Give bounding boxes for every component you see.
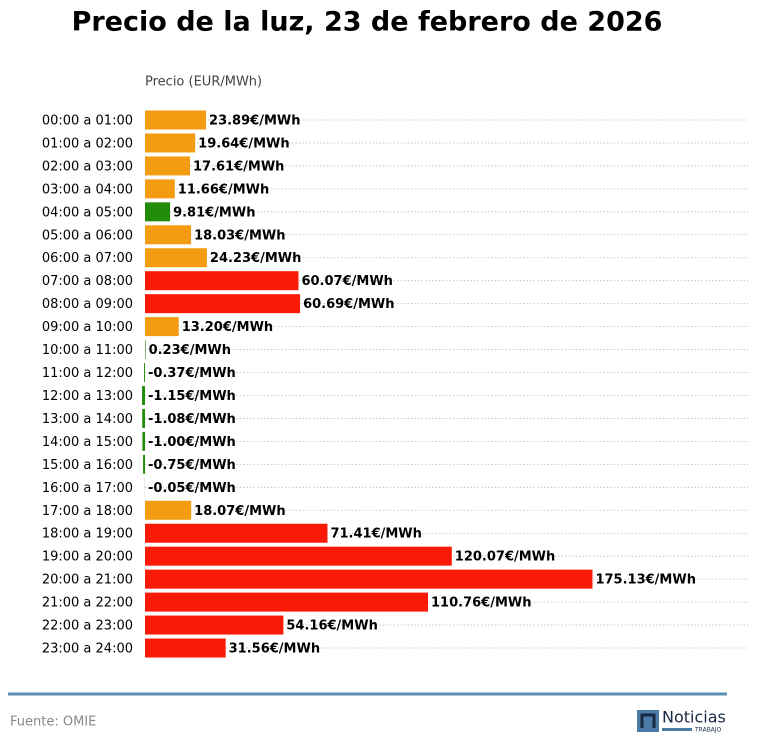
value-label: 18.03€/MWh xyxy=(194,228,285,243)
value-label: -0.37€/MWh xyxy=(148,366,236,381)
bar xyxy=(142,408,145,428)
value-label: 31.56€/MWh xyxy=(229,642,320,657)
logo-name: Noticias xyxy=(662,708,726,727)
bar xyxy=(143,454,145,474)
bar xyxy=(145,638,226,658)
bar xyxy=(144,363,145,383)
bar xyxy=(145,500,192,520)
value-label: -1.00€/MWh xyxy=(148,435,236,450)
value-label: 13.20€/MWh xyxy=(182,320,273,335)
y-tick-label: 07:00 a 08:00 xyxy=(42,274,133,289)
y-tick-label: 03:00 a 04:00 xyxy=(42,182,133,197)
y-tick-label: 17:00 a 18:00 xyxy=(42,504,133,519)
y-tick-label: 00:00 a 01:00 xyxy=(42,114,133,129)
y-tick-label: 13:00 a 14:00 xyxy=(42,412,133,427)
logo-icon xyxy=(637,710,659,732)
logo-glyph xyxy=(640,713,656,728)
value-label: 19.64€/MWh xyxy=(198,136,289,151)
y-tick-label: 05:00 a 06:00 xyxy=(42,228,133,243)
bar xyxy=(142,431,145,451)
value-label: 24.23€/MWh xyxy=(210,251,301,266)
value-label: 60.69€/MWh xyxy=(303,297,394,312)
chart-title: Precio de la luz, 23 de febrero de 2026 xyxy=(72,7,663,38)
y-tick-label: 15:00 a 16:00 xyxy=(42,458,133,473)
value-label: 120.07€/MWh xyxy=(455,550,556,565)
value-label: 18.07€/MWh xyxy=(194,504,285,519)
bar xyxy=(145,156,190,176)
y-tick-label: 10:00 a 11:00 xyxy=(42,343,133,358)
value-label: 23.89€/MWh xyxy=(209,114,300,129)
logo-tagline: TRABAJO xyxy=(694,727,722,734)
logo-bar xyxy=(662,728,692,731)
bar xyxy=(145,523,328,543)
value-label: 60.07€/MWh xyxy=(301,274,392,289)
y-tick-label: 08:00 a 09:00 xyxy=(42,297,133,312)
value-label: -1.15€/MWh xyxy=(148,389,236,404)
bar xyxy=(145,225,192,245)
value-label: 175.13€/MWh xyxy=(595,573,696,588)
y-tick-label: 18:00 a 19:00 xyxy=(42,527,133,542)
value-label: 11.66€/MWh xyxy=(178,182,269,197)
value-label: 9.81€/MWh xyxy=(173,205,255,220)
bar xyxy=(145,294,301,314)
y-tick-label: 06:00 a 07:00 xyxy=(42,251,133,266)
y-tick-label: 19:00 a 20:00 xyxy=(42,550,133,565)
y-tick-label: 21:00 a 22:00 xyxy=(42,596,133,611)
bar xyxy=(145,317,179,337)
bar xyxy=(145,592,429,612)
y-tick-label: 23:00 a 24:00 xyxy=(42,642,133,657)
y-tick-label: 01:00 a 02:00 xyxy=(42,136,133,151)
y-tick-label: 12:00 a 13:00 xyxy=(42,389,133,404)
bar xyxy=(145,271,299,291)
axis-label: Precio (EUR/MWh) xyxy=(145,75,262,90)
y-tick-label: 09:00 a 10:00 xyxy=(42,320,133,335)
bar xyxy=(145,133,196,153)
bar xyxy=(145,110,207,130)
bar xyxy=(142,385,145,405)
value-label: 17.61€/MWh xyxy=(193,159,284,174)
bar xyxy=(145,546,452,566)
value-label: 71.41€/MWh xyxy=(330,527,421,542)
value-label: 54.16€/MWh xyxy=(286,619,377,634)
y-tick-label: 11:00 a 12:00 xyxy=(42,366,133,381)
y-tick-label: 04:00 a 05:00 xyxy=(42,205,133,220)
value-label: 110.76€/MWh xyxy=(431,596,532,611)
bar xyxy=(145,179,175,199)
value-label: -1.08€/MWh xyxy=(148,412,236,427)
y-tick-label: 02:00 a 03:00 xyxy=(42,159,133,174)
bar xyxy=(145,202,171,222)
bar xyxy=(145,569,593,589)
y-tick-label: 16:00 a 17:00 xyxy=(42,481,133,496)
value-label: -0.75€/MWh xyxy=(148,458,236,473)
value-label: -0.05€/MWh xyxy=(148,481,236,496)
source: Fuente: OMIE xyxy=(10,715,96,730)
bar xyxy=(145,615,284,635)
y-tick-label: 14:00 a 15:00 xyxy=(42,435,133,450)
value-label: 0.23€/MWh xyxy=(149,343,231,358)
y-tick-label: 22:00 a 23:00 xyxy=(42,619,133,634)
bar xyxy=(145,248,207,268)
y-tick-label: 20:00 a 21:00 xyxy=(42,573,133,588)
bar xyxy=(145,340,146,360)
